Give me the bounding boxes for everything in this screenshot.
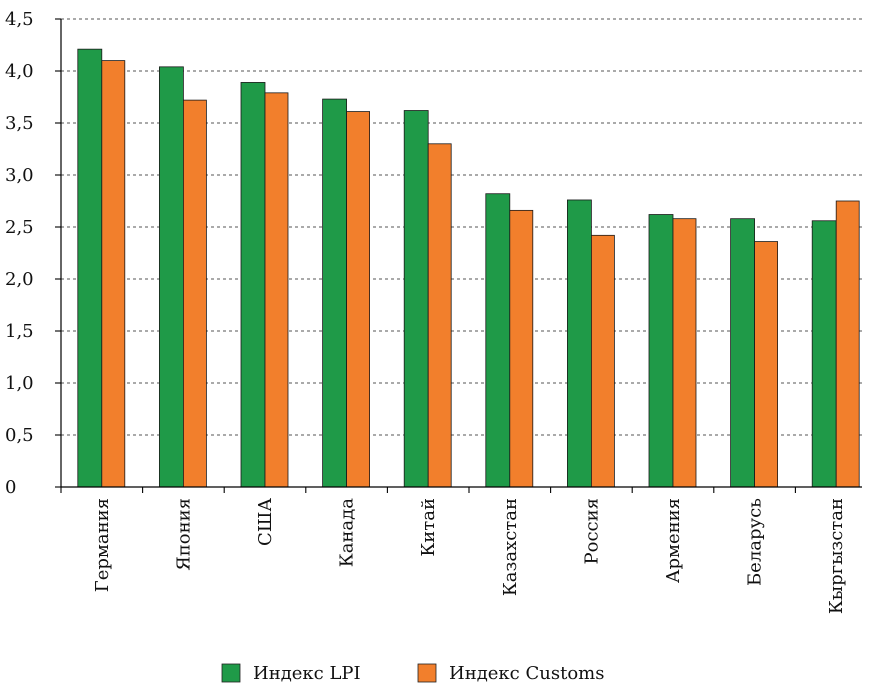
bar-customs <box>509 209 534 488</box>
bar-lpi <box>240 82 266 488</box>
y-tick-label: 3,5 <box>5 113 34 134</box>
bar-lpi <box>811 220 837 488</box>
y-tick-label: 3,0 <box>5 165 34 186</box>
legend-swatch-customs <box>417 663 437 683</box>
bar-customs <box>427 143 452 488</box>
y-tick-label: 1,0 <box>5 373 34 394</box>
x-axis-ticks: Германия Япония США Канада Китай Казахстан Рос… <box>60 487 847 614</box>
bar-lpi <box>485 193 511 488</box>
x-tick-label: Германия <box>92 498 113 592</box>
bar-group <box>811 200 860 488</box>
bar-group <box>403 110 452 488</box>
bar-group <box>648 214 697 488</box>
legend: Индекс LPI Индекс Customs <box>221 663 604 684</box>
x-tick-label: Армения <box>663 498 684 583</box>
bar-group <box>158 66 207 488</box>
bar-group <box>485 193 534 488</box>
y-tick-label: 4,0 <box>5 61 34 82</box>
bar-lpi <box>730 218 755 488</box>
x-tick-label: Беларусь <box>745 498 766 586</box>
bar-lpi <box>648 214 674 488</box>
bar-lpi <box>77 48 103 488</box>
bar-customs <box>182 99 207 488</box>
bar-customs <box>591 234 615 488</box>
bar-customs <box>754 241 778 488</box>
y-tick-label: 4,5 <box>5 9 34 30</box>
y-tick-label: 2,5 <box>5 217 34 238</box>
x-tick-label: Канада <box>337 498 358 567</box>
y-axis-ticks: 0 0,5 1,0 1,5 2,0 2,5 3,0 3,5 4,0 4,5 <box>5 9 61 498</box>
bar-customs <box>346 111 371 488</box>
bar-lpi <box>322 98 348 488</box>
x-tick-label: Япония <box>173 498 194 571</box>
legend-swatch-lpi <box>221 663 241 683</box>
bar-customs <box>264 92 289 488</box>
bar-group <box>730 218 778 488</box>
bar-customs <box>835 200 860 488</box>
bar-lpi <box>567 199 592 488</box>
bar-group <box>240 82 289 488</box>
y-tick-label: 1,5 <box>5 321 34 342</box>
bar-group <box>567 199 615 488</box>
bar-customs <box>672 218 697 488</box>
x-tick-label: Россия <box>581 498 602 564</box>
bars <box>77 48 860 488</box>
bar-group <box>77 48 126 488</box>
axes <box>60 19 862 488</box>
legend-label-customs: Индекс Customs <box>449 663 604 684</box>
y-tick-label: 0,5 <box>5 425 34 446</box>
x-tick-label: Казахстан <box>500 498 521 596</box>
bar-group <box>322 98 371 488</box>
legend-item-customs: Индекс Customs <box>417 663 604 684</box>
legend-item-lpi: Индекс LPI <box>221 663 361 684</box>
x-tick-label: США <box>255 498 276 546</box>
x-tick-label: Китай <box>418 498 439 557</box>
bar-customs <box>101 60 126 488</box>
bar-lpi <box>403 110 429 488</box>
y-tick-label: 2,0 <box>5 269 34 290</box>
legend-label-lpi: Индекс LPI <box>253 663 361 684</box>
bar-lpi <box>158 66 184 488</box>
x-tick-label: Кыргызстан <box>826 498 847 614</box>
y-tick-label: 0 <box>5 477 16 498</box>
